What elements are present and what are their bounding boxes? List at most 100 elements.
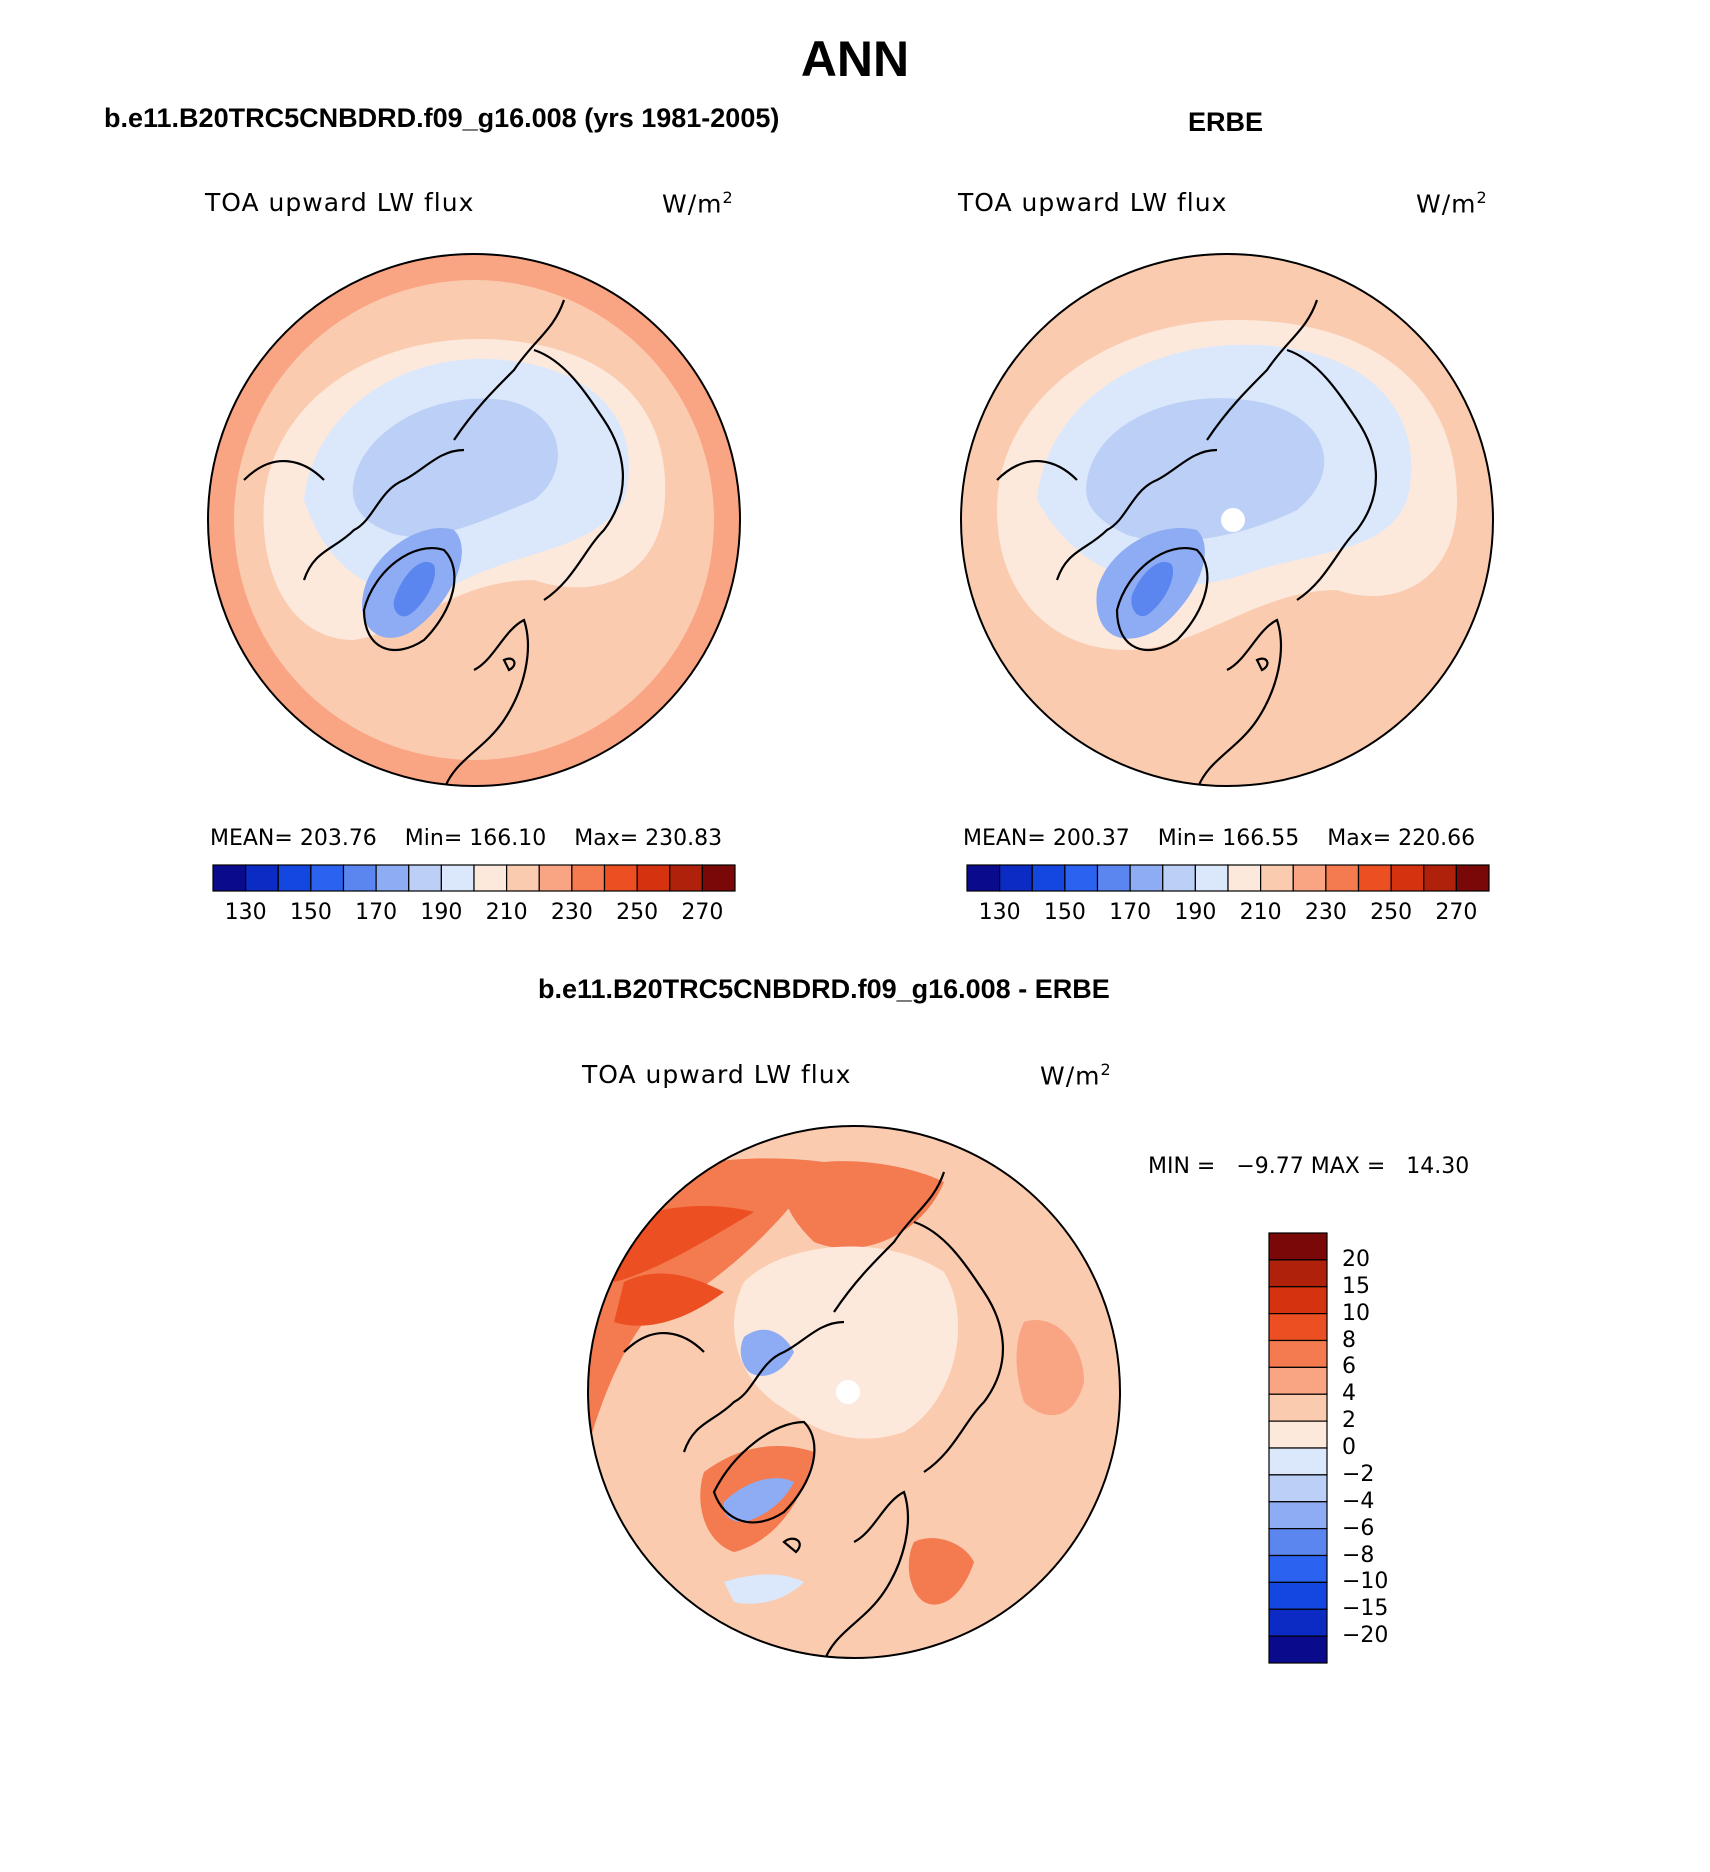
colorbar-tick-label: 8: [1342, 1327, 1356, 1353]
map-boundary: [207, 253, 741, 787]
colorbar-swatch: [1268, 1259, 1328, 1288]
colorbar-tick-label: 4: [1342, 1381, 1356, 1407]
colorbar-swatch: [212, 864, 247, 892]
colorbar-tick-label: 15: [1342, 1273, 1370, 1299]
colorbar-tick-label: 6: [1342, 1354, 1356, 1380]
colorbar-swatch: [701, 864, 736, 892]
colorbar-tick-label: 10: [1342, 1300, 1370, 1326]
colorbar-swatch: [1194, 864, 1229, 892]
colorbar-tick-label: −8: [1342, 1542, 1375, 1568]
colorbar-swatch: [1031, 864, 1066, 892]
colorbar-tick-label: 2: [1342, 1408, 1356, 1434]
colorbar-swatch: [375, 864, 410, 892]
colorbar-swatch: [669, 864, 703, 892]
panel-2-colorbar: [966, 864, 1490, 892]
figure-title: ANN: [800, 31, 910, 87]
field-cool-archipelago: [740, 1329, 794, 1376]
colorbar-tick-label: 230: [1304, 900, 1347, 925]
colorbar-tick-label: 170: [1109, 900, 1152, 925]
coastlines: [623, 1171, 1004, 1658]
map-boundary: [960, 253, 1494, 787]
colorbar-tick-label: 130: [224, 900, 267, 925]
colorbar-swatch: [1268, 1393, 1328, 1422]
field-warm-n: [783, 1161, 944, 1249]
colorbar-swatch: [603, 864, 638, 892]
coastlines: [996, 299, 1377, 786]
colorbar-tick-label: 210: [485, 900, 528, 925]
panel-2-colorbar-ticks: 130 150 170 190 210 230 250 270: [967, 900, 1489, 930]
difference-variable: TOA upward LW flux: [582, 1060, 852, 1089]
colorbar-swatch: [1129, 864, 1164, 892]
colorbar-swatch: [1390, 864, 1425, 892]
colorbar-tick-label: 250: [1370, 900, 1413, 925]
panel-2-heading: ERBE: [1188, 107, 1264, 137]
colorbar-tick-label: −10: [1342, 1569, 1389, 1595]
colorbar-swatch: [571, 864, 606, 892]
field-cool-s: [724, 1574, 804, 1604]
difference-colorbar: [1268, 1232, 1328, 1664]
colorbar-swatch: [1227, 864, 1262, 892]
colorbar-swatch: [538, 864, 573, 892]
colorbar-swatch: [1064, 864, 1099, 892]
pole-missing: [836, 1380, 860, 1404]
difference-colorbar-ticks: 20 15 10 8 6 4 2 0 −2 −4 −6 −8 −10 −15 −20: [1342, 1232, 1462, 1664]
panel-2-stats: MEAN= 200.37 Min= 166.55 Max= 220.66: [963, 826, 1476, 851]
field-cool-greenland: [723, 1478, 794, 1522]
colorbar-swatch: [1357, 864, 1392, 892]
colorbar-swatch: [1268, 1339, 1328, 1368]
colorbar-tick-label: −4: [1342, 1488, 1375, 1514]
panel-2-map: [960, 253, 1494, 787]
colorbar-tick-label: −20: [1342, 1623, 1389, 1649]
colorbar-tick-label: 190: [1174, 900, 1217, 925]
colorbar-tick-label: 150: [289, 900, 332, 925]
colorbar-swatch: [1268, 1232, 1328, 1261]
colorbar-swatch: [1268, 1313, 1328, 1342]
colorbar-tick-label: 20: [1342, 1246, 1370, 1272]
colorbar-swatch: [1268, 1447, 1328, 1476]
panel-1-colorbar-ticks: 130 150 170 190 210 230 250 270: [213, 900, 735, 930]
difference-units: W/m2: [1040, 1060, 1112, 1091]
colorbar-swatch: [1268, 1554, 1328, 1583]
colorbar-swatch: [342, 864, 377, 892]
colorbar-swatch: [1423, 864, 1457, 892]
colorbar-tick-label: 250: [616, 900, 659, 925]
colorbar-tick-label: 270: [1435, 900, 1478, 925]
panel-1-heading: b.e11.B20TRC5CNBDRD.f09_g16.008 (yrs 198…: [104, 103, 780, 133]
colorbar-swatch: [245, 864, 279, 892]
colorbar-swatch: [1096, 864, 1131, 892]
field-warm-scandinavia: [908, 1538, 974, 1605]
panel-2-variable: TOA upward LW flux: [958, 188, 1228, 217]
colorbar-tick-label: 190: [420, 900, 463, 925]
colorbar-tick-label: −6: [1342, 1515, 1375, 1541]
pole-missing: [1221, 508, 1245, 532]
colorbar-swatch: [1268, 1286, 1328, 1315]
colorbar-swatch: [966, 864, 1001, 892]
panel-1-colorbar: [212, 864, 736, 892]
field-hot-w: [614, 1273, 724, 1326]
field-warm-e: [1016, 1320, 1084, 1416]
colorbar-swatch: [506, 864, 540, 892]
colorbar-swatch: [999, 864, 1033, 892]
map-boundary: [587, 1125, 1121, 1659]
colorbar-swatch: [1268, 1501, 1328, 1530]
colorbar-swatch: [1268, 1608, 1328, 1637]
panel-1-variable: TOA upward LW flux: [205, 188, 475, 217]
colorbar-tick-label: 270: [681, 900, 724, 925]
colorbar-swatch: [1268, 1366, 1328, 1395]
colorbar-swatch: [1325, 864, 1360, 892]
colorbar-swatch: [1268, 1474, 1328, 1503]
field-central: [734, 1246, 959, 1439]
colorbar-swatch: [1268, 1420, 1328, 1449]
field-central: [1086, 398, 1325, 541]
difference-map: [587, 1125, 1121, 1659]
colorbar-tick-label: 0: [1342, 1435, 1356, 1460]
difference-stats: MIN = −9.77 MAX = 14.30: [1148, 1154, 1470, 1179]
field-greenland-core: [393, 561, 435, 617]
coastlines: [243, 299, 624, 786]
colorbar-swatch: [1260, 864, 1294, 892]
colorbar-tick-label: 150: [1043, 900, 1086, 925]
colorbar-tick-label: −15: [1342, 1596, 1389, 1622]
colorbar-swatch: [440, 864, 475, 892]
field-greenland-core: [1131, 561, 1173, 617]
panel-1-map: [207, 253, 741, 787]
